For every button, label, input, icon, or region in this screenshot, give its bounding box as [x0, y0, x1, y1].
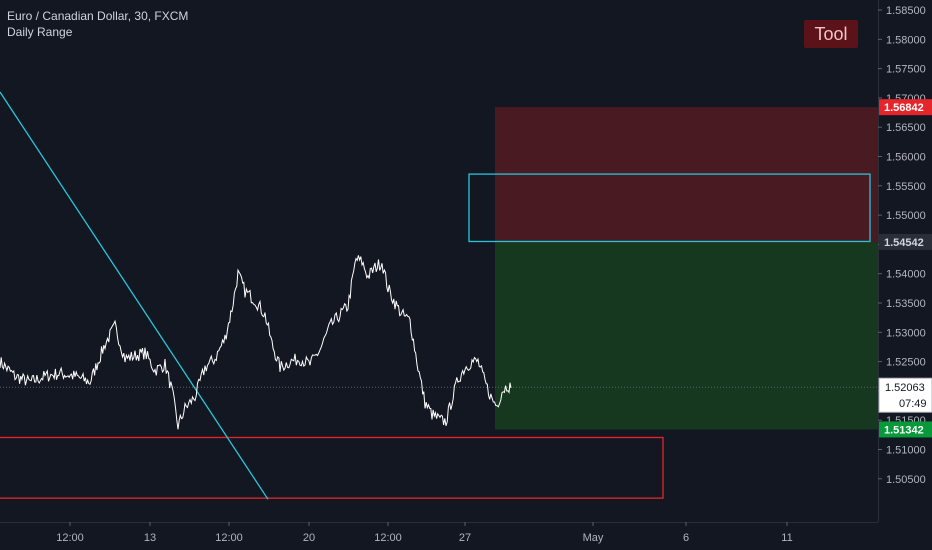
- y-tick-label: 1.52500: [886, 357, 926, 369]
- take-profit-zone: [495, 241, 878, 430]
- y-tick-label: 1.55500: [886, 181, 926, 193]
- y-tick-label: 1.51000: [886, 445, 926, 457]
- last-price-label: 1.52063: [885, 382, 925, 394]
- x-tick-label: 12:00: [215, 532, 243, 544]
- y-tick-label: 1.53000: [886, 327, 926, 339]
- y-tick-label: 1.50500: [886, 474, 926, 486]
- range-rectangle: [0, 436, 664, 499]
- indicator-label[interactable]: Daily Range: [7, 25, 73, 39]
- x-tick-label: 6: [683, 532, 689, 544]
- symbol-title[interactable]: Euro / Canadian Dollar, 30, FXCM: [7, 9, 189, 23]
- target-price-label-bg: [879, 421, 932, 438]
- stop-price-label: 1.56842: [884, 102, 924, 114]
- x-tick-label: 27: [459, 532, 471, 544]
- y-tick-label: 1.56500: [886, 122, 926, 134]
- x-tick-label: 12:00: [56, 532, 84, 544]
- y-tick-label: 1.54000: [886, 269, 926, 281]
- y-tick-label: 1.53500: [886, 298, 926, 310]
- countdown-label: 07:49: [899, 398, 927, 410]
- highlight-rectangle: [468, 173, 871, 243]
- x-tick-label: 13: [144, 532, 156, 544]
- x-tick-label: 20: [303, 532, 315, 544]
- chart-legend: Euro / Canadian Dollar, 30, FXCM Daily R…: [7, 8, 188, 40]
- y-tick-label: 1.58000: [886, 34, 926, 46]
- last-price-box: [878, 377, 932, 413]
- y-tick-label: 1.56000: [886, 152, 926, 164]
- stop-price-label-bg: [879, 99, 932, 116]
- y-tick-label: 1.57500: [886, 64, 926, 76]
- entry-price-label: 1.54542: [884, 237, 924, 249]
- entry-price-label-bg: [879, 233, 932, 250]
- x-tick-label: 11: [781, 532, 792, 544]
- trend-line: [0, 91, 269, 500]
- price-series-line: [0, 255, 512, 430]
- target-price-label: 1.51342: [884, 424, 924, 436]
- y-tick-label: 1.55000: [886, 210, 926, 222]
- x-tick-label: 12:00: [374, 532, 402, 544]
- tool-button[interactable]: Tool: [804, 20, 858, 48]
- y-tick-label: 1.58500: [886, 5, 926, 17]
- x-tick-label: May: [583, 532, 604, 544]
